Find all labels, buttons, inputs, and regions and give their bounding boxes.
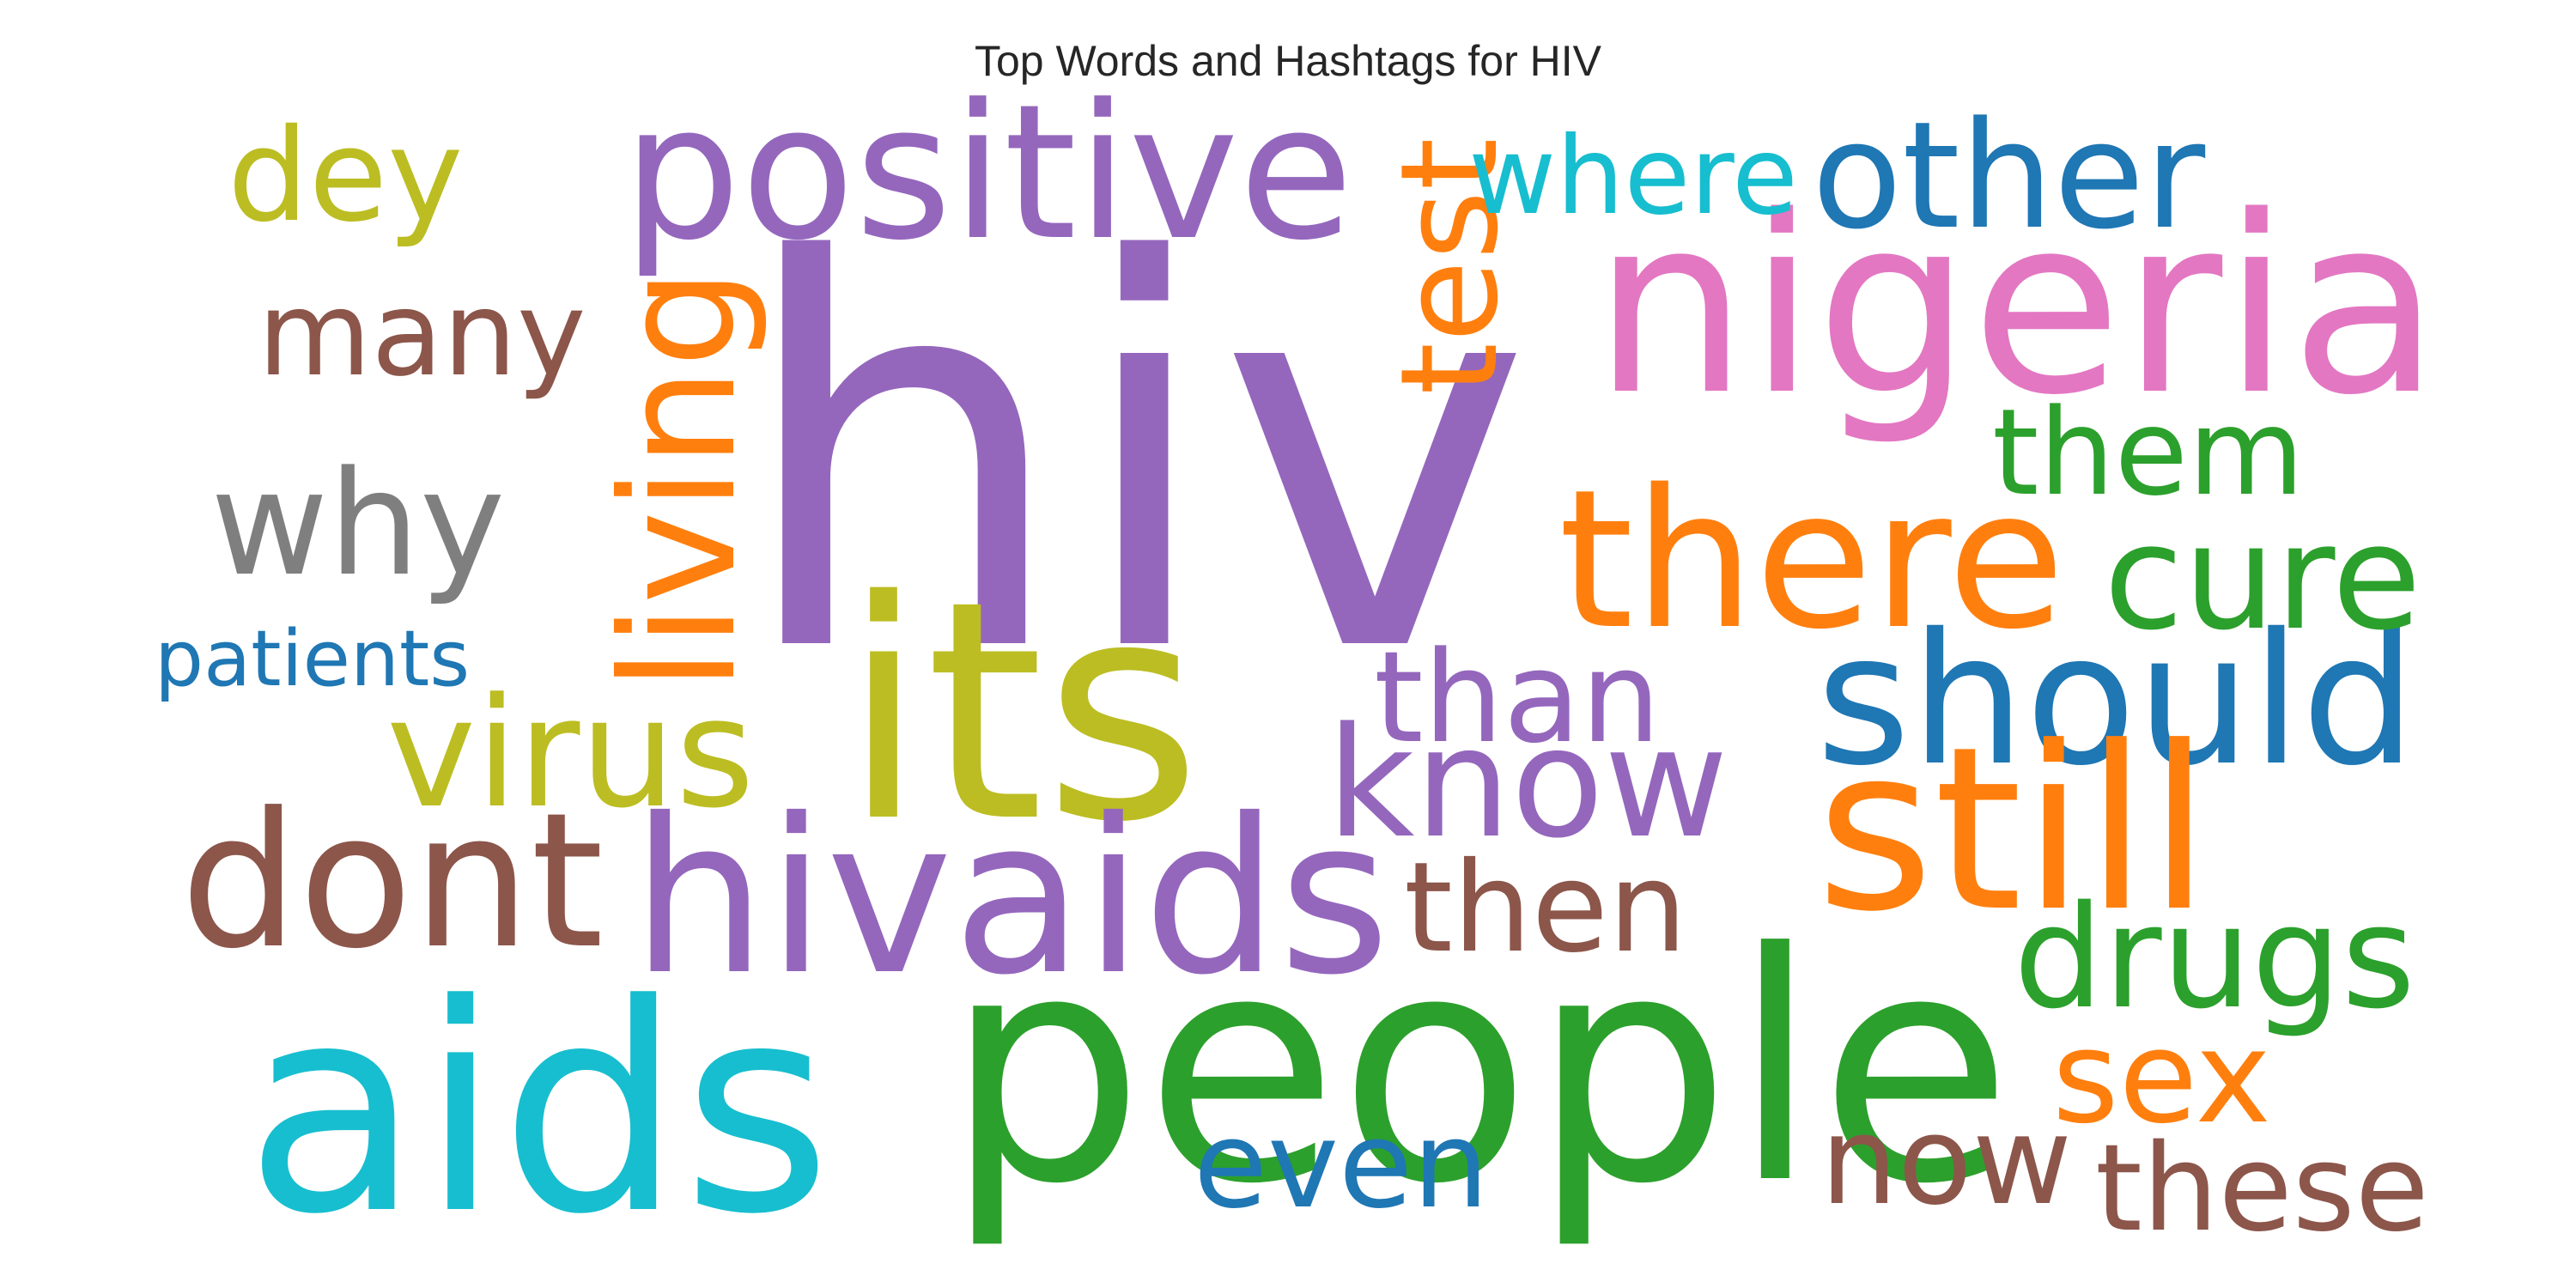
word-where: where bbox=[1468, 113, 1798, 239]
word-why: why bbox=[210, 440, 506, 608]
word-positive: positive bbox=[623, 65, 1354, 282]
word-there: there bbox=[1558, 448, 2065, 671]
word-patients: patients bbox=[155, 613, 471, 704]
word-sex: sex bbox=[2052, 1003, 2271, 1152]
word-nigeria: nigeria bbox=[1593, 164, 2441, 449]
word-now: now bbox=[1820, 1090, 2073, 1232]
word-other: other bbox=[1812, 89, 2206, 262]
word-hiv: hiv bbox=[734, 150, 1533, 769]
word-hivaids: hivaids bbox=[631, 772, 1390, 1022]
word-living: living bbox=[588, 268, 771, 691]
word-still: still bbox=[1816, 699, 2211, 962]
word-cure: cure bbox=[2104, 493, 2421, 662]
word-then: then bbox=[1404, 835, 1687, 981]
figure-title: Top Words and Hashtags for HIV bbox=[975, 37, 1601, 85]
word-virus: virus bbox=[386, 665, 755, 841]
word-aids: aids bbox=[245, 942, 832, 1277]
word-dey: dey bbox=[228, 101, 464, 251]
word-than: than bbox=[1374, 624, 1662, 771]
word-dont: dont bbox=[180, 774, 605, 990]
word-should: should bbox=[1816, 593, 2417, 805]
word-drugs: drugs bbox=[2014, 874, 2415, 1040]
word-its: its bbox=[841, 537, 1202, 889]
word-these: these bbox=[2095, 1119, 2429, 1259]
word-them: them bbox=[1992, 383, 2305, 522]
word-many: many bbox=[258, 267, 586, 403]
word-people: people bbox=[945, 884, 2014, 1253]
word-know: know bbox=[1327, 695, 1728, 872]
word-even: even bbox=[1194, 1095, 1489, 1236]
